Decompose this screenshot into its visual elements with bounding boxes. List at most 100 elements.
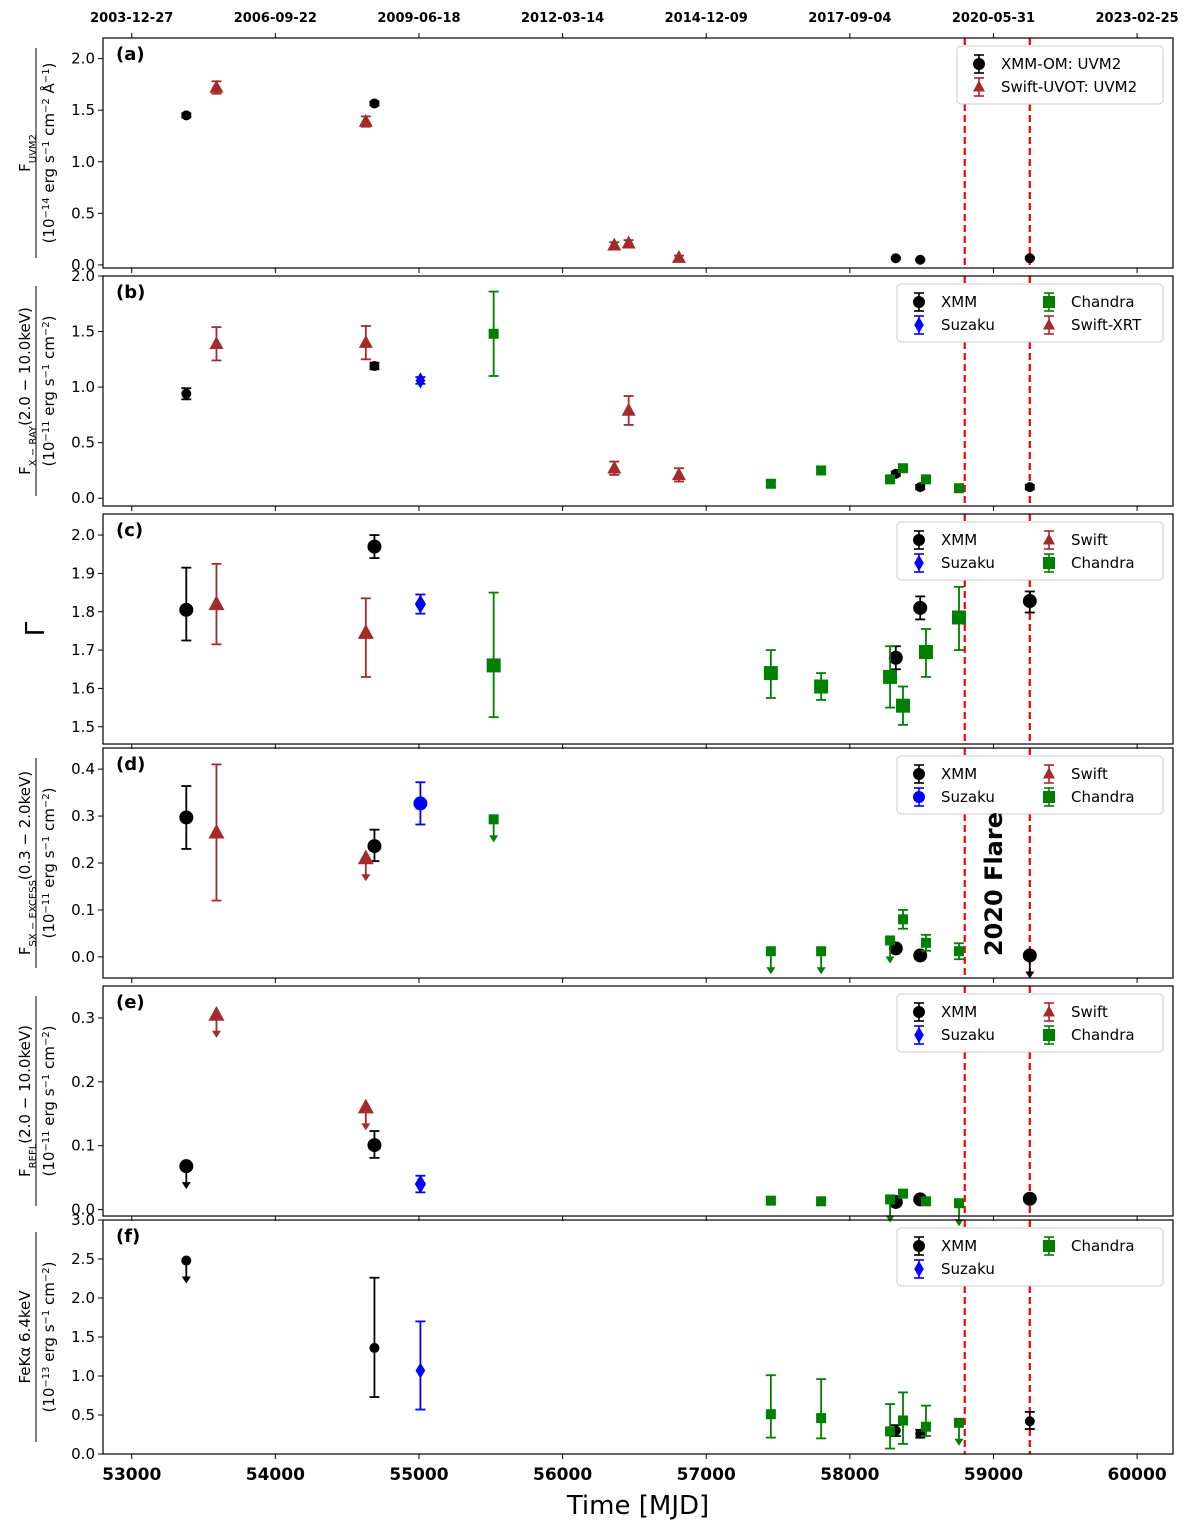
x-tick-label: 55000 — [389, 1465, 448, 1485]
y-tick-label: 0.5 — [71, 434, 95, 452]
top-tick-label: 2023-02-25 — [1096, 11, 1179, 26]
y-axis-label: FeKα 6.4keV (10−13 erg s−1 cm−2) — [16, 1232, 58, 1442]
legend-label: Swift — [1071, 1003, 1108, 1021]
legend-label: XMM — [941, 1237, 977, 1255]
legend-label: XMM — [941, 531, 977, 549]
plot-frame — [102, 275, 1174, 507]
data-point — [671, 249, 686, 263]
legend-label: Suzaku — [941, 316, 995, 334]
data-point — [1024, 482, 1035, 493]
data-point — [1022, 948, 1037, 963]
data-point — [1024, 1416, 1035, 1427]
data-point — [1022, 594, 1037, 609]
y-tick-label: 2.0 — [71, 526, 95, 544]
legend-box — [896, 521, 1164, 581]
legend-marker — [913, 534, 925, 546]
data-point — [358, 113, 373, 127]
y-tick-label: 1.6 — [71, 679, 95, 697]
y-axis-label-line1: FSX − EXCESS(0.3 − 2.0keV) — [16, 771, 39, 955]
plot-frame — [102, 513, 1174, 745]
panel-c: 1.5 1.6 1.7 1.8 1.9 2.0 (c) XMM Suzaku Swift Chand… — [21, 513, 1174, 749]
panel-label: (f) — [116, 1226, 140, 1247]
series-suzaku — [413, 781, 428, 826]
data-point — [181, 110, 192, 121]
upper-limit-arrowhead — [1025, 971, 1035, 979]
panel-label: (b) — [116, 282, 145, 303]
legend: XMM Suzaku Swift Chandra — [896, 755, 1164, 815]
y-tick-label: 0.5 — [71, 204, 95, 222]
legend-marker — [1043, 1240, 1055, 1252]
legend: XMM Suzaku Swift Chandra — [896, 993, 1164, 1053]
legend: XMM Suzaku Chandra — [896, 1227, 1164, 1287]
y-tick-label: 1.5 — [71, 323, 95, 341]
legend-box — [896, 993, 1164, 1053]
data-point — [209, 336, 224, 350]
y-axis-label-line1: FREFL(2.0 − 10.0keV) — [16, 1025, 39, 1177]
data-point — [888, 650, 903, 665]
y-tick-label: 1.0 — [71, 153, 95, 171]
data-point — [897, 914, 908, 925]
data-point — [816, 946, 827, 957]
data-point — [897, 463, 908, 474]
legend-box — [956, 45, 1164, 105]
data-point — [415, 372, 426, 389]
top-tick-label: 2009-06-18 — [377, 11, 460, 26]
upper-limit-arrowhead — [361, 1123, 371, 1131]
data-point — [890, 253, 901, 264]
legend-marker — [1043, 1005, 1055, 1017]
data-point — [918, 645, 933, 659]
upper-limit-arrowhead — [361, 874, 371, 882]
y-tick-label: 1.5 — [71, 1328, 95, 1346]
data-point — [952, 610, 966, 625]
series-xmm — [179, 534, 1037, 671]
y-tick-label: 0.0 — [71, 256, 95, 274]
y-tick-label: 0.3 — [71, 1009, 95, 1027]
upper-limit-arrowhead — [489, 835, 499, 843]
y-tick-label: 1.9 — [71, 564, 95, 582]
y-axis-label-line2: (10−13 erg s−1 cm−2) — [40, 1261, 58, 1412]
data-point — [814, 679, 829, 694]
y-axis-label: Γ — [21, 621, 51, 636]
legend-box — [896, 1227, 1164, 1287]
legend-box — [896, 283, 1164, 343]
y-axis-label-line1: FX − RAY(2.0 − 10.0keV) — [16, 307, 39, 475]
data-point — [885, 935, 896, 946]
data-point — [954, 483, 964, 494]
y-axis-label: FREFL(2.0 − 10.0keV)(10−11 erg s−1 cm−2) — [16, 996, 58, 1206]
data-point — [181, 388, 192, 399]
top-tick-label: 2017-09-04 — [808, 11, 891, 26]
y-tick-label: 0.2 — [71, 1073, 95, 1091]
top-date-axis: 2003-12-27 2006-09-22 2009-06-18 2012-03-14… — [90, 11, 1179, 38]
y-axis-label: FX − RAY(2.0 − 10.0keV)(10−11 erg s−1 cm… — [16, 286, 58, 496]
legend-marker — [913, 768, 925, 780]
y-tick-label: 2.5 — [71, 1250, 95, 1268]
legend-label: Suzaku — [941, 788, 995, 806]
data-point — [369, 1342, 380, 1353]
y-tick-label: 0.0 — [71, 1201, 95, 1219]
bottom-mjd-axis: 53000 54000 55000 56000 57000 58000 59000 60000… — [102, 1465, 1167, 1521]
legend-marker — [913, 791, 925, 803]
series-chandra — [765, 1374, 964, 1450]
x-tick-label: 53000 — [102, 1465, 161, 1485]
y-tick-label: 2.0 — [71, 1289, 95, 1307]
data-point — [1024, 253, 1035, 264]
legend-label: XMM-OM: UVM2 — [1001, 55, 1121, 73]
panel-label: (d) — [116, 754, 145, 775]
data-point — [915, 254, 926, 265]
legend-label: Suzaku — [941, 1260, 995, 1278]
top-tick-label: 2003-12-27 — [90, 11, 173, 26]
series-swift-uvot-uvm2 — [209, 79, 686, 263]
data-point — [621, 235, 636, 249]
data-point — [671, 467, 686, 481]
y-axis-label-line1: FUVM2 — [16, 134, 39, 172]
plot-frame — [102, 747, 1174, 979]
data-point — [357, 624, 374, 639]
legend-label: Swift-XRT — [1071, 316, 1142, 334]
data-point — [913, 948, 928, 963]
legend-label: XMM — [941, 765, 977, 783]
legend-marker — [1043, 533, 1055, 545]
top-tick-label: 2014-12-09 — [665, 11, 748, 26]
upper-limit-arrowhead — [766, 967, 776, 975]
legend-marker — [1043, 767, 1055, 779]
top-tick-label: 2012-03-14 — [521, 11, 604, 26]
